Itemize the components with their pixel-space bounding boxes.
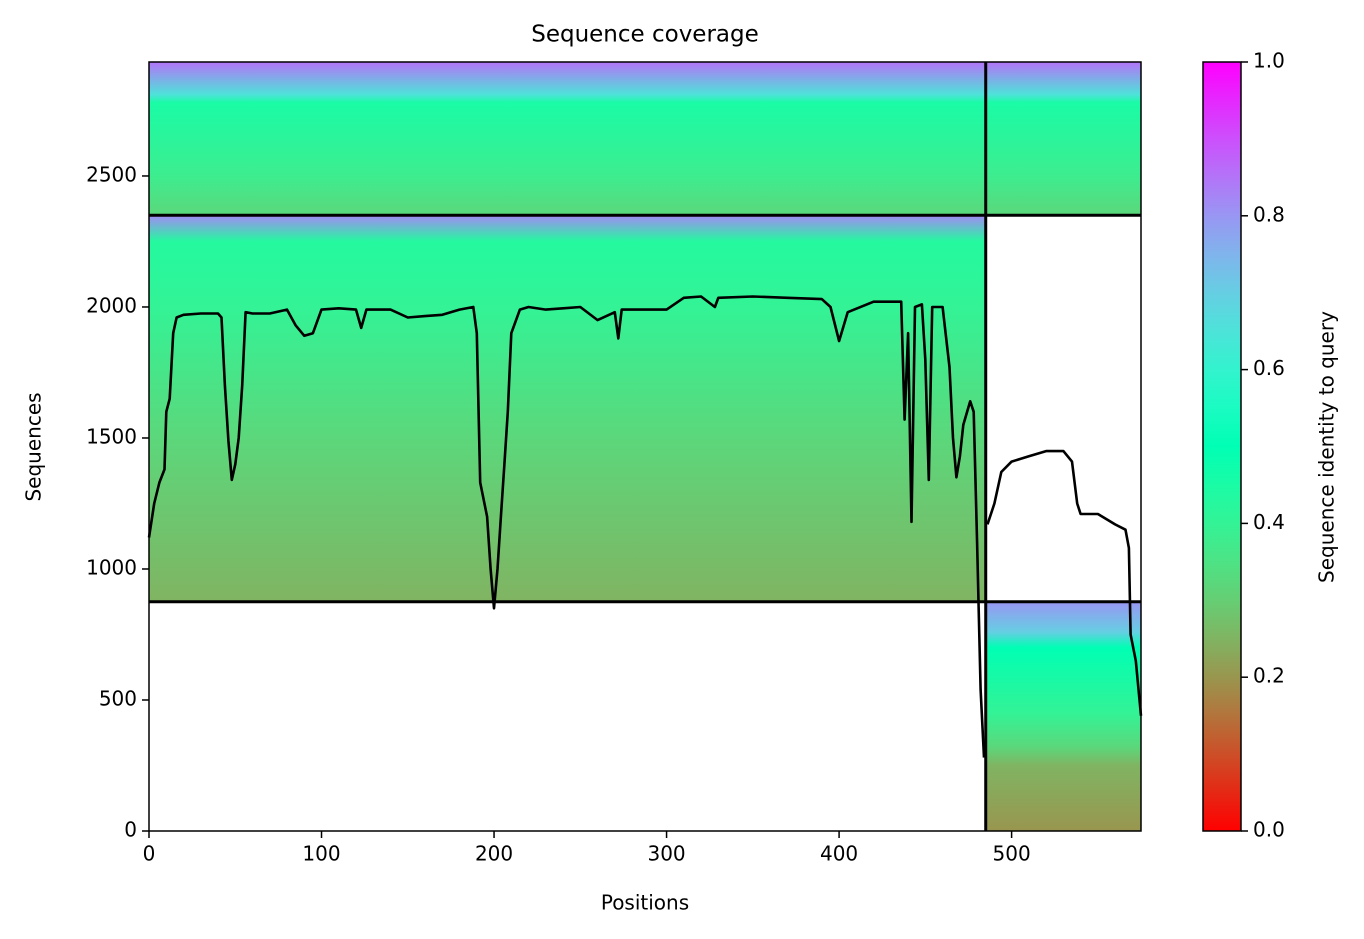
chart-title: Sequence coverage [531,22,759,48]
y-tick-label: 500 [99,686,137,710]
y-tick-label: 1000 [86,555,137,579]
colorbar-label: Sequence identity to query [1315,311,1339,583]
x-tick-label: 500 [993,842,1031,866]
msa-block [149,215,986,602]
colorbar-tick-label: 0.6 [1253,356,1285,380]
y-tick-label: 2500 [86,162,137,186]
x-tick-label: 400 [820,842,858,866]
colorbar-tick-label: 0.8 [1253,202,1285,226]
colorbar-tick-label: 1.0 [1253,49,1285,73]
x-tick-label: 0 [143,842,156,866]
x-tick-label: 200 [475,842,513,866]
y-axis-label: Sequences [22,392,46,501]
colorbar-tick-label: 0.0 [1253,818,1285,842]
y-tick-label: 1500 [86,424,137,448]
colorbar-tick-label: 0.4 [1253,510,1285,534]
msa-block [985,601,1141,831]
x-axis-label: Positions [601,891,689,915]
colorbar-tick-label: 0.2 [1253,664,1285,688]
msa-block [149,62,1141,216]
y-tick-label: 2000 [86,293,137,317]
colorbar [1202,61,1242,832]
coverage-line [147,295,1143,758]
x-tick-label: 300 [647,842,685,866]
plot-frame [148,61,1142,832]
x-tick-label: 100 [302,842,340,866]
y-tick-label: 0 [124,818,137,842]
